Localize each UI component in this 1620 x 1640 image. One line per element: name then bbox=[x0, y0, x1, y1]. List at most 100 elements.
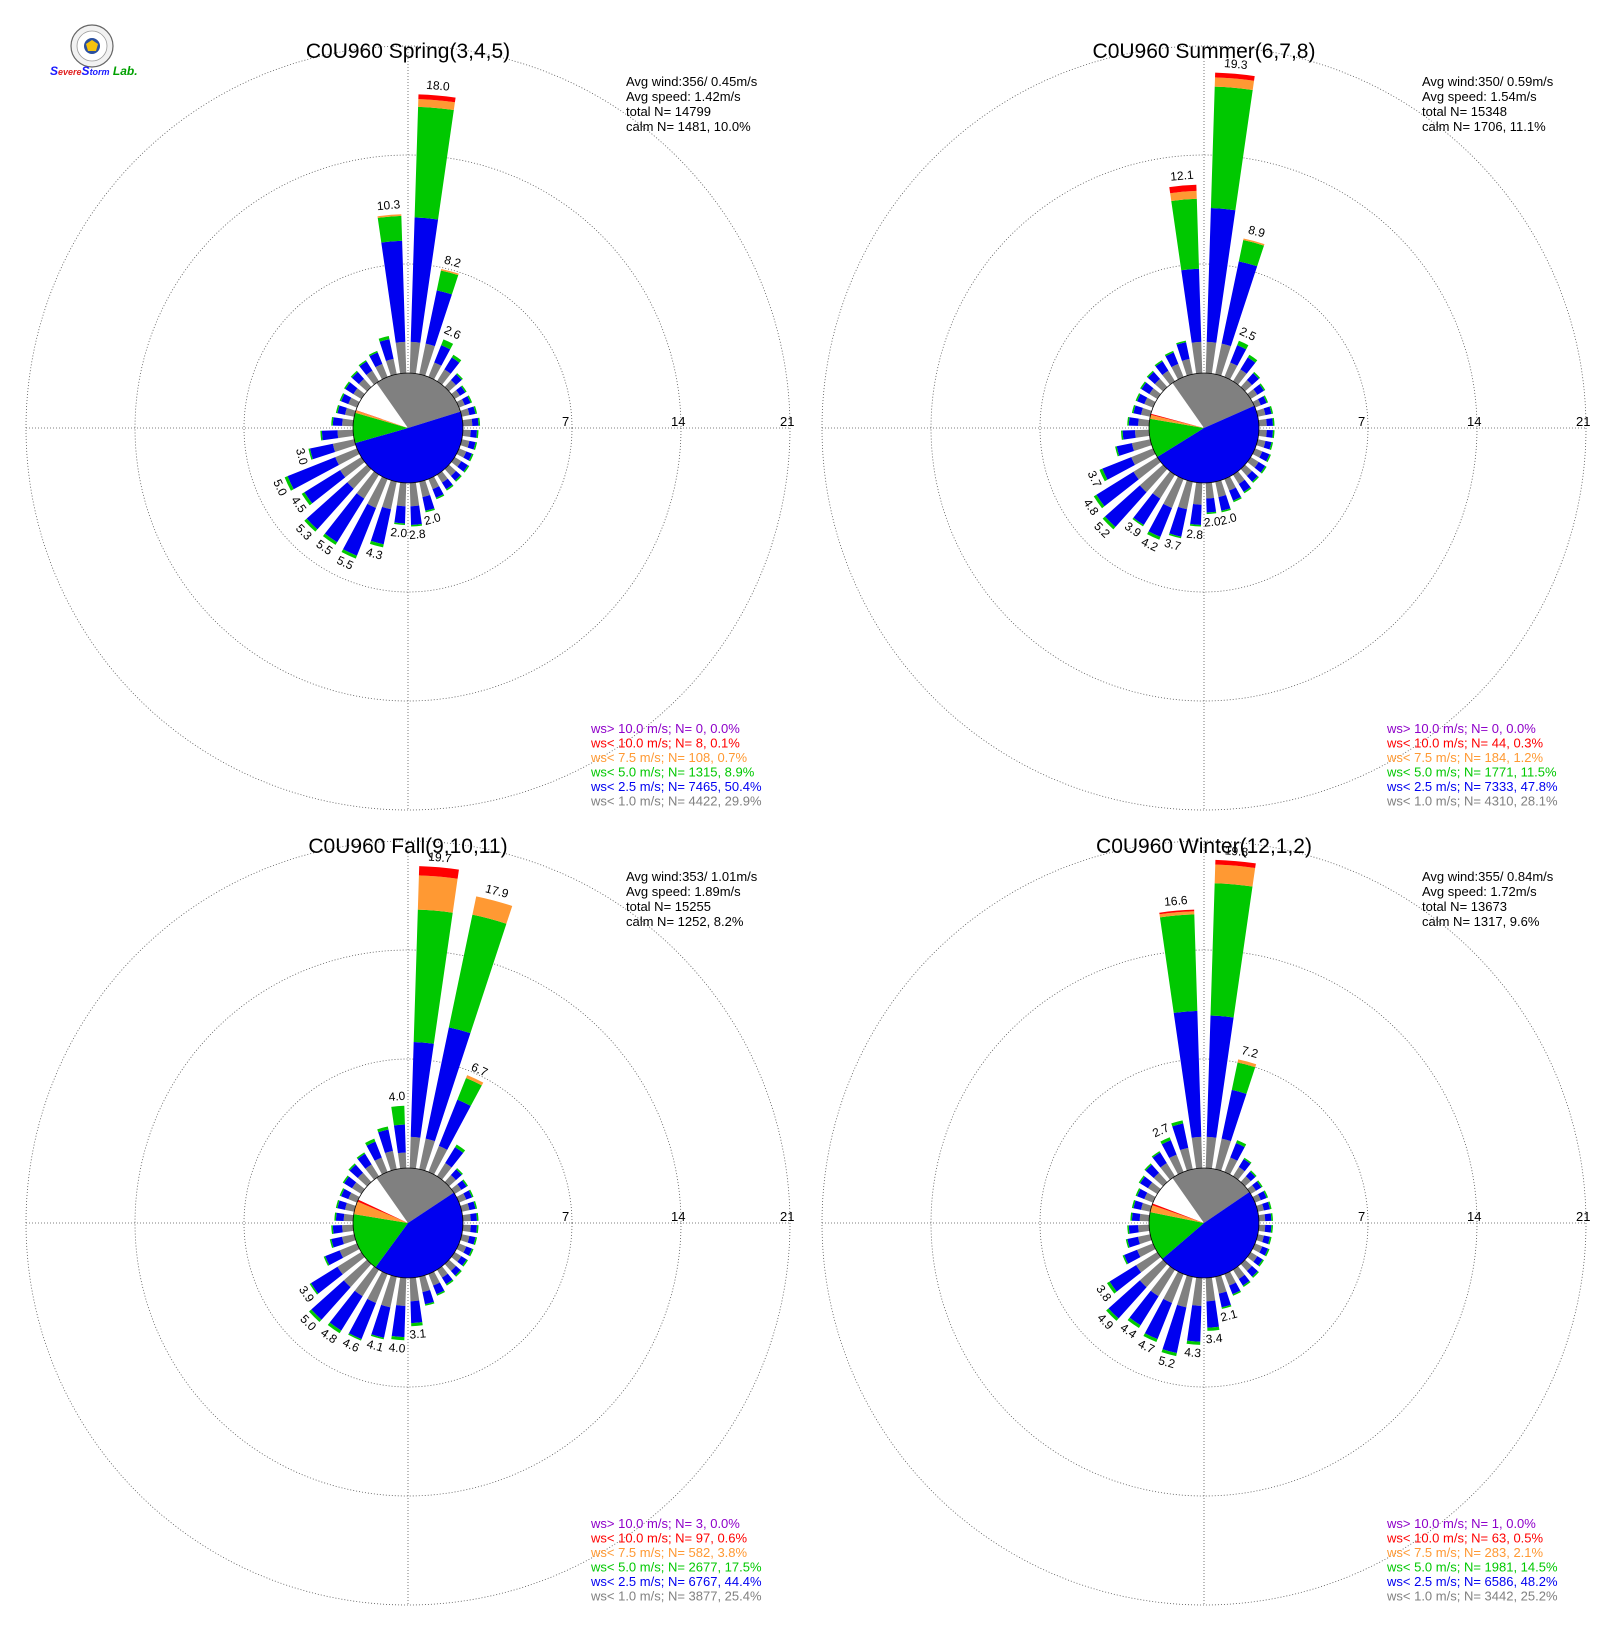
stats-line: total N= 15255 bbox=[626, 899, 711, 914]
bar-segment bbox=[1102, 457, 1135, 480]
bar-segment bbox=[1215, 343, 1231, 376]
bar-segment bbox=[1115, 446, 1120, 457]
bar-segment bbox=[375, 363, 388, 380]
bar-segment bbox=[1266, 429, 1273, 438]
bar-label: 3.7 bbox=[1163, 536, 1183, 554]
bar-segment bbox=[1206, 497, 1217, 513]
bar-segment bbox=[311, 1280, 351, 1320]
bar-label: 5.2 bbox=[1157, 1353, 1177, 1371]
bar-segment bbox=[450, 1169, 462, 1181]
bar-segment bbox=[1187, 1305, 1202, 1342]
bar-segment bbox=[470, 1213, 477, 1222]
bar-segment bbox=[1238, 479, 1251, 492]
bar-segment bbox=[1246, 373, 1259, 386]
bar-segment bbox=[1272, 430, 1275, 439]
bar-segment bbox=[1264, 1248, 1270, 1257]
bar-segment bbox=[329, 1239, 334, 1248]
legend-entry: ws< 7.5 m/s; N= 283, 2.1% bbox=[1386, 1545, 1544, 1560]
bar-segment bbox=[356, 1152, 366, 1159]
panel-title: C0U960 Summer(6,7,8) bbox=[1093, 40, 1316, 63]
bar-segment bbox=[1258, 419, 1267, 427]
bar-segment bbox=[1173, 1010, 1202, 1138]
bar-segment bbox=[410, 1300, 423, 1324]
bar-label: 2.0 bbox=[1203, 514, 1221, 529]
bar-segment bbox=[1243, 238, 1265, 246]
bar-segment bbox=[1258, 1224, 1266, 1232]
bar-segment bbox=[1132, 517, 1144, 527]
bar-segment bbox=[1224, 476, 1236, 491]
bar-segment bbox=[460, 1203, 470, 1212]
bar-segment bbox=[304, 518, 318, 532]
bar-segment bbox=[1270, 1213, 1273, 1221]
bar-segment bbox=[1140, 381, 1147, 390]
bar-segment bbox=[1131, 448, 1156, 466]
logo-part-3: S bbox=[81, 64, 90, 78]
bar-segment bbox=[435, 494, 445, 500]
bar-segment bbox=[1146, 370, 1154, 378]
bar-segment bbox=[457, 1180, 467, 1190]
bar-segment bbox=[456, 373, 463, 380]
legend-entry: ws< 5.0 m/s; N= 2677, 17.5% bbox=[590, 1560, 762, 1575]
bar-segment bbox=[1210, 86, 1253, 211]
logo-part-2: evere bbox=[58, 67, 82, 77]
bar-segment bbox=[345, 1202, 356, 1212]
bar-segment bbox=[1214, 864, 1256, 887]
bar-segment bbox=[1259, 1246, 1269, 1256]
bar-segment bbox=[1161, 1140, 1177, 1159]
stats-line: total N= 14799 bbox=[626, 104, 711, 119]
bar-segment bbox=[369, 352, 383, 368]
ring-label: 7 bbox=[562, 414, 569, 429]
bar-segment bbox=[440, 268, 459, 276]
calm-pie-slice bbox=[376, 1168, 454, 1223]
calm-pie-slice bbox=[1172, 373, 1255, 428]
legend-entry: ws> 10.0 m/s; N= 3, 0.0% bbox=[590, 1516, 740, 1531]
calm-circle bbox=[1148, 372, 1260, 484]
bar-segment bbox=[1224, 1271, 1236, 1286]
bar-label: 2.0 bbox=[423, 510, 443, 528]
bar-segment bbox=[409, 482, 420, 507]
bar-segment bbox=[422, 1290, 434, 1305]
bar-segment bbox=[343, 1213, 354, 1222]
bar-label: 2.6 bbox=[442, 323, 463, 343]
bar-segment bbox=[371, 1304, 391, 1338]
bar-segment bbox=[335, 1199, 340, 1209]
bar-segment bbox=[425, 1027, 471, 1142]
bar-segment bbox=[448, 914, 507, 1034]
calm-pie-slice bbox=[1172, 1168, 1250, 1223]
bar-segment bbox=[351, 371, 365, 385]
legend-entry: ws< 5.0 m/s; N= 1981, 14.5% bbox=[1386, 1560, 1558, 1575]
bar-segment bbox=[1127, 417, 1130, 426]
bar-segment bbox=[1137, 1234, 1152, 1245]
bar-segment bbox=[1162, 1304, 1187, 1354]
bar-segment bbox=[1171, 1120, 1184, 1127]
stats-line: Avg speed: 1.54m/s bbox=[1422, 89, 1537, 104]
bar-segment bbox=[378, 336, 390, 342]
bar-segment bbox=[396, 1277, 407, 1306]
bar-segment bbox=[409, 1136, 421, 1169]
bar-segment bbox=[462, 418, 473, 427]
bar-segment bbox=[460, 439, 470, 448]
bar-segment bbox=[1210, 883, 1253, 1018]
bar-segment bbox=[1233, 497, 1242, 503]
stats-line: calm N= 1317, 9.6% bbox=[1422, 914, 1540, 929]
bar-segment bbox=[1147, 1182, 1161, 1195]
legend-entry: ws> 10.0 m/s; N= 0, 0.0% bbox=[590, 721, 740, 736]
bar-segment bbox=[344, 381, 351, 390]
bar-segment bbox=[467, 440, 476, 450]
bar-segment bbox=[1262, 1201, 1271, 1211]
bar-segment bbox=[1231, 1062, 1256, 1094]
bar-segment bbox=[343, 503, 377, 556]
bar-segment bbox=[1138, 1175, 1145, 1184]
ring-21 bbox=[25, 45, 791, 811]
bar-segment bbox=[353, 388, 365, 400]
bar-segment bbox=[1232, 471, 1245, 485]
bar-segment bbox=[348, 1333, 362, 1341]
panel-title: C0U960 Fall(9,10,11) bbox=[308, 835, 507, 858]
bar-segment bbox=[306, 482, 354, 530]
bar-segment bbox=[409, 1277, 420, 1302]
legend-entry: ws< 1.0 m/s; N= 4310, 28.1% bbox=[1386, 794, 1558, 809]
bar-segment bbox=[1240, 380, 1252, 392]
bar-segment bbox=[354, 1266, 380, 1297]
bar-segment bbox=[369, 540, 384, 548]
bar-segment bbox=[381, 1275, 397, 1308]
